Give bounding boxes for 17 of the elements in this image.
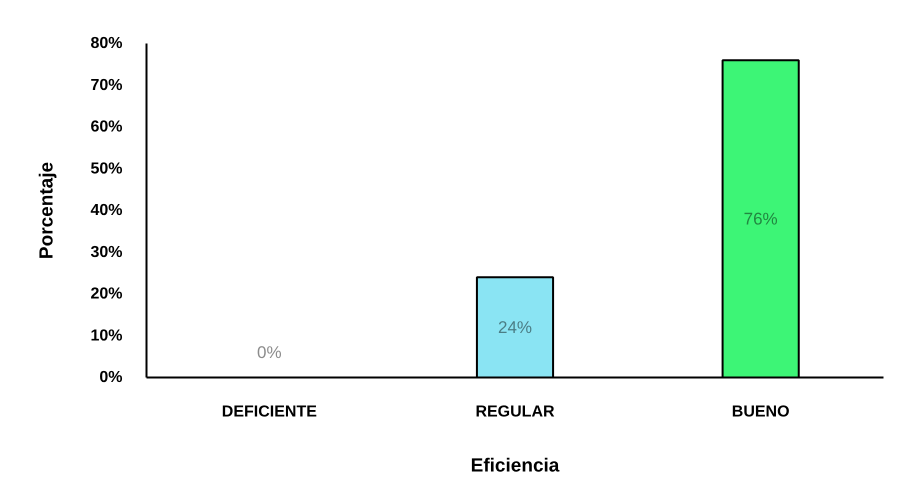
y-tick-label: 80% — [90, 35, 123, 52]
data-label: 76% — [744, 209, 778, 228]
y-tick-label: 50% — [90, 160, 123, 178]
x-axis-title: Eficiencia — [470, 456, 560, 476]
y-tick-label: 20% — [90, 286, 123, 302]
data-label: 0% — [257, 343, 282, 362]
y-tick-label: 60% — [90, 118, 123, 136]
data-label: 24% — [498, 318, 532, 337]
y-tick-label: 30% — [90, 244, 123, 261]
y-tick-label: 70% — [90, 76, 123, 94]
y-axis-title: Porcentaje — [36, 162, 58, 260]
x-tick-label: DEFICIENTE — [222, 404, 318, 420]
y-tick-label: 40% — [90, 202, 123, 219]
y-tick-label: 0% — [99, 369, 122, 386]
x-tick-label: REGULAR — [475, 404, 555, 420]
x-tick-label: BUENO — [732, 404, 790, 420]
y-tick-label: 10% — [90, 327, 123, 344]
